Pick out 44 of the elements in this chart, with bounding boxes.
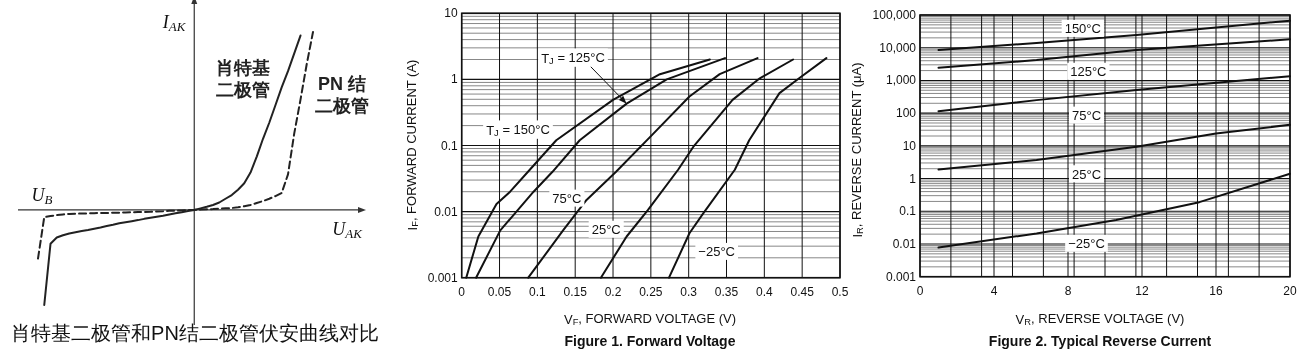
y-tick-label: 10 (902, 138, 917, 153)
x-tick-label: 0.1 (529, 284, 547, 299)
x-tick-label: 20 (1283, 283, 1297, 298)
x-tick-label: 0.2 (604, 284, 622, 299)
x-tick-label: 0.45 (790, 284, 815, 299)
y-tick-label: 0.001 (427, 270, 459, 285)
y-tick-label: 100,000 (872, 8, 917, 22)
x-tick-label: 0.35 (714, 284, 739, 299)
x-tick-label: 8 (1064, 283, 1072, 298)
x-tick-label: 0.5 (831, 284, 849, 299)
y-tick-label: 1,000 (885, 73, 917, 88)
label: 25°C (1069, 165, 1105, 183)
y-tick-label: 10,000 (879, 40, 917, 55)
x-tick-label: 0.15 (563, 284, 588, 299)
x-axis-title: V$_{R}$, REVERSE VOLTAGE (V) (1015, 310, 1185, 327)
x-tick-label: 12 (1135, 283, 1149, 298)
y-tick-label: 0.001 (885, 269, 917, 284)
text: Figure 1. Forward Voltage (564, 333, 736, 349)
x-tick-label: 4 (990, 283, 998, 298)
x-tick-label: 0 (458, 284, 466, 299)
x-tick-label: 0.3 (680, 284, 698, 299)
x-axis-title: U$_{AK}$ (332, 219, 364, 241)
x-tick-label: 0.25 (639, 284, 663, 299)
y-tick-label: 0.1 (899, 204, 917, 219)
text: Figure 2. Typical Reverse Current (988, 333, 1212, 349)
x-tick-label: 0.05 (487, 284, 512, 299)
y-tick-label: 0.1 (441, 138, 459, 153)
x-axis-title: V$_{F}$, FORWARD VOLTAGE (V) (563, 310, 737, 327)
x-tick-label: 0.4 (756, 284, 773, 299)
label: T$_{J}$ = 150°C (483, 120, 553, 139)
y-tick-label: 10 (444, 6, 459, 21)
x-tick-label: 16 (1209, 283, 1223, 298)
annotation: U$_{B}$ (31, 185, 53, 207)
annotation: PN 结二极管 (315, 74, 369, 116)
x-tick-label: 0 (916, 283, 924, 298)
y-tick-label: 1 (909, 171, 917, 186)
y-tick-label: 0.01 (434, 204, 459, 219)
y-tick-label: 1 (451, 72, 459, 87)
label: T$_{J}$ = 125°C (538, 48, 608, 67)
y-axis-title: I$_{AK}$ (161, 12, 187, 34)
y-tick-label: 100 (895, 106, 917, 121)
annotation: 肖特基二极管 (216, 58, 270, 100)
text: 肖特基二极管和PN结二极管伏安曲线对比 (11, 322, 379, 344)
y-tick-label: 0.01 (892, 236, 917, 251)
